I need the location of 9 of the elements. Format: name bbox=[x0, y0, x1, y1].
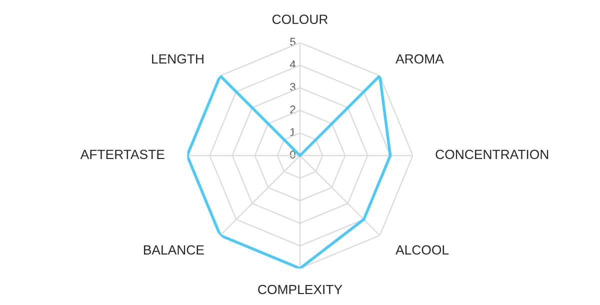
spoke-label: COLOUR bbox=[272, 14, 328, 24]
spoke-label: LENGTH bbox=[152, 54, 204, 64]
spoke-label: CONCENTRATION bbox=[436, 150, 548, 160]
spoke-label: COMPLEXITY bbox=[258, 284, 342, 294]
y-tick-label: 4 bbox=[290, 60, 296, 68]
spoke-label: AROMA bbox=[396, 54, 444, 64]
spoke-label: BALANCE bbox=[144, 245, 204, 255]
spoke-label: AFTERTASTE bbox=[80, 150, 164, 160]
spoke-label: ALCOOL bbox=[396, 245, 449, 255]
